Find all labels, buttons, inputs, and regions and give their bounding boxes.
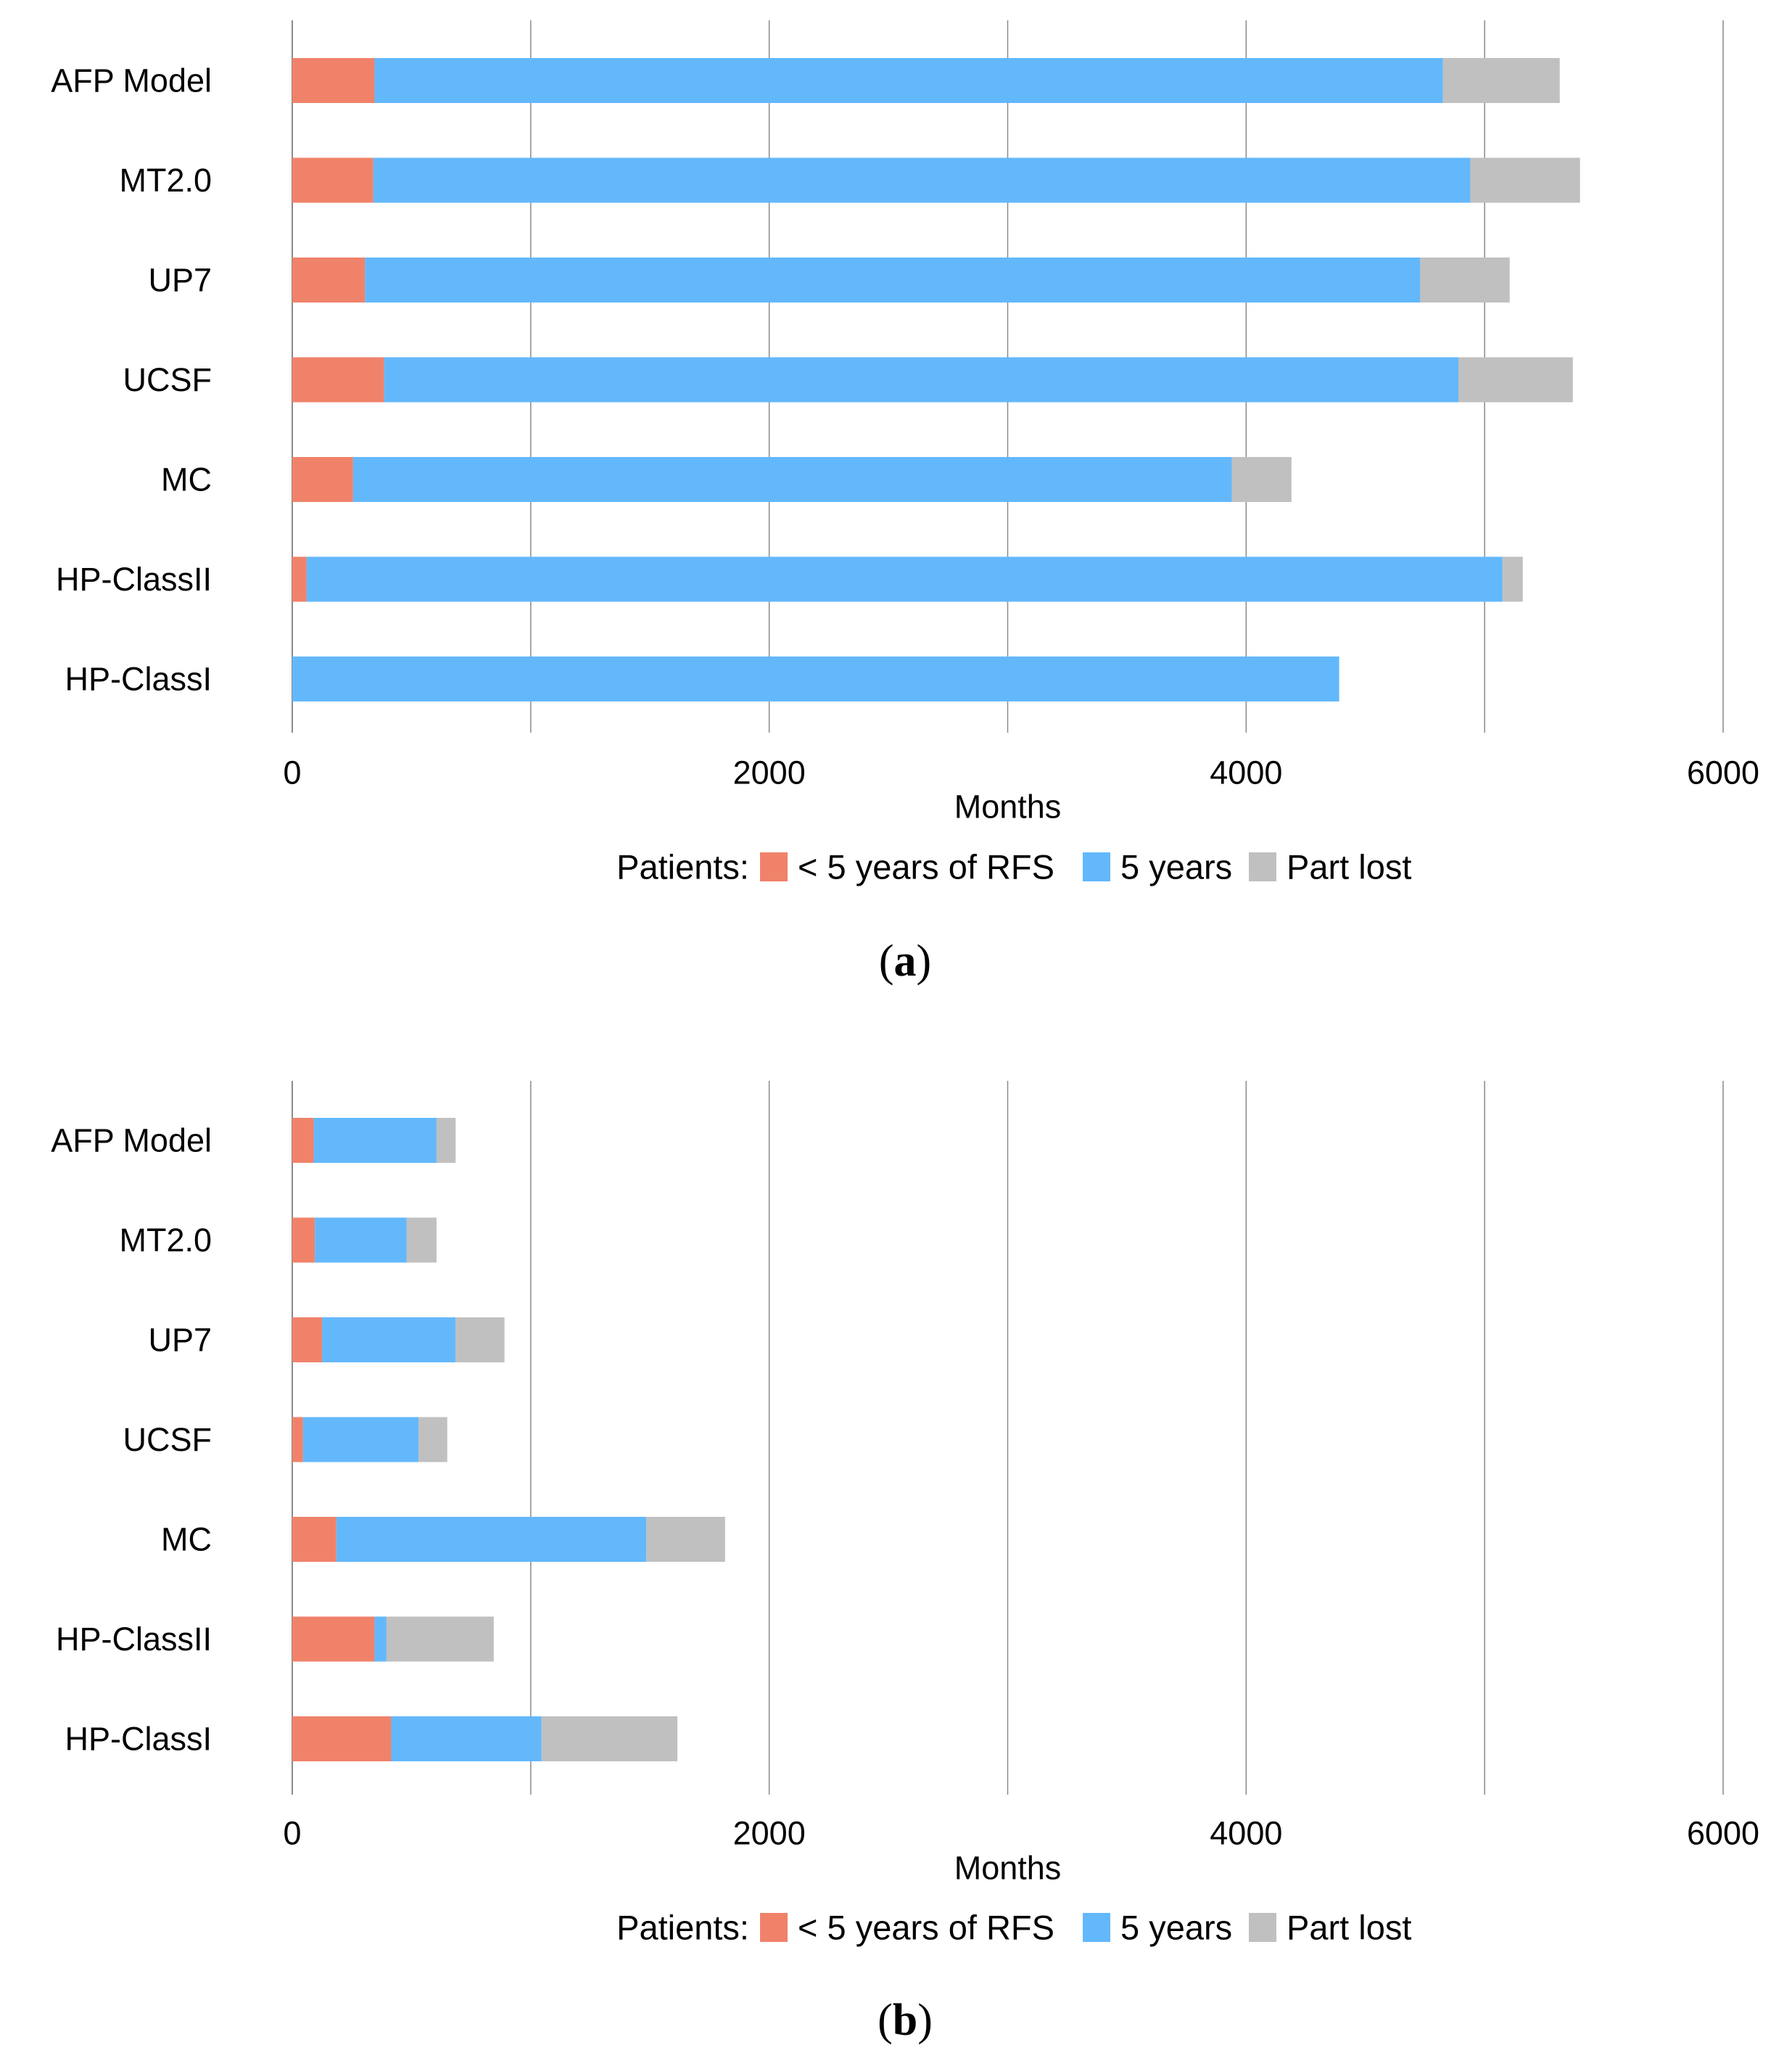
category-label: AFP Model <box>51 62 212 99</box>
bar-segment <box>292 1217 315 1263</box>
legend-label: Part lost <box>1287 848 1411 886</box>
bar-segment <box>1470 157 1580 203</box>
bar-segment <box>406 1217 437 1263</box>
bar-segment <box>1502 556 1523 602</box>
legend-swatch <box>760 852 788 881</box>
category-label: MC <box>161 461 212 498</box>
bar-segment <box>292 1616 375 1662</box>
bar-segment <box>352 457 1232 502</box>
bar-segment <box>292 1317 323 1362</box>
bar-segment <box>541 1716 678 1761</box>
legend-label: 5 years <box>1120 848 1232 886</box>
bar-segment <box>1442 58 1560 103</box>
tick-label: 4000 <box>1210 1815 1282 1852</box>
category-label: MC <box>161 1521 212 1558</box>
x-axis-title: Months <box>954 1850 1062 1887</box>
tick-label: 6000 <box>1687 754 1759 791</box>
category-label: HP-ClassII <box>56 1621 212 1658</box>
legend-swatch <box>1249 852 1276 881</box>
category-label: HP-ClassI <box>65 1721 212 1758</box>
panel-label: (b) <box>878 1996 933 2045</box>
bar-segment <box>646 1517 725 1562</box>
category-label: UCSF <box>123 361 212 398</box>
bar-segment <box>1458 357 1573 403</box>
panel-label: (a) <box>879 937 931 986</box>
bar-segment <box>374 58 1443 103</box>
category-label: MT2.0 <box>119 1222 212 1259</box>
tick-label: 0 <box>283 1815 301 1852</box>
legend-swatch <box>1083 852 1110 881</box>
category-label: HP-ClassI <box>65 661 212 698</box>
bar-segment <box>1420 258 1510 302</box>
bar-segment <box>313 1118 437 1163</box>
bar-segment <box>292 157 373 203</box>
bar-segment <box>292 258 366 302</box>
bar-segment <box>292 656 1339 701</box>
bar-segment <box>292 1417 303 1462</box>
panel-a: AFP Model MT2.0 UP7 UCSF MC HP-ClassII HP-Clas… <box>51 20 1759 986</box>
bar-segment <box>418 1417 447 1462</box>
bar-segment <box>436 1118 456 1163</box>
category-label: UP7 <box>148 262 212 299</box>
bar-segment <box>292 357 384 403</box>
bar-segment <box>302 1417 419 1462</box>
bar-segment <box>292 1517 336 1562</box>
category-label: HP-ClassII <box>56 561 212 598</box>
bar-segment <box>292 457 353 502</box>
bar-segment <box>306 556 1503 602</box>
bar-segment <box>365 258 1421 302</box>
bar-segment <box>374 1616 387 1662</box>
legend-title: Patients: <box>616 1909 749 1947</box>
legend-swatch <box>1249 1913 1276 1942</box>
legend-swatch <box>1083 1913 1110 1942</box>
tick-label: 6000 <box>1687 1815 1759 1852</box>
tick-label: 0 <box>283 754 301 791</box>
legend: Patients: < 5 years of RFS 5 years Part los… <box>616 1909 1411 1947</box>
tick-label: 2000 <box>733 1815 806 1852</box>
legend-title: Patients: <box>616 848 749 886</box>
x-axis-title: Months <box>954 789 1062 826</box>
tick-label: 2000 <box>733 754 806 791</box>
bar-segment <box>386 1616 494 1662</box>
legend: Patients: < 5 years of RFS 5 years Part los… <box>616 848 1411 886</box>
legend-swatch <box>760 1913 788 1942</box>
category-label: AFP Model <box>51 1122 212 1159</box>
bar-segment <box>292 1716 392 1761</box>
bar-segment <box>322 1317 456 1362</box>
bar-segment <box>455 1317 505 1362</box>
category-label: MT2.0 <box>119 162 212 199</box>
bar-segment <box>336 1517 647 1562</box>
category-label: UCSF <box>123 1421 212 1458</box>
category-label: UP7 <box>148 1322 212 1359</box>
legend-label: < 5 years of RFS <box>798 848 1054 886</box>
bar-segment <box>1231 457 1292 502</box>
panel-b: AFP Model MT2.0 UP7 UCSF MC HP-ClassII HP-Clas… <box>51 1081 1759 2045</box>
bar-segment <box>292 1118 314 1163</box>
bar-segment <box>315 1217 407 1263</box>
legend-label: Part lost <box>1287 1909 1411 1947</box>
bar-segment <box>391 1716 542 1761</box>
legend-label: 5 years <box>1120 1909 1232 1947</box>
bar-segment <box>292 58 375 103</box>
bar-segment <box>384 357 1458 403</box>
legend-label: < 5 years of RFS <box>798 1909 1054 1947</box>
bar-segment <box>373 157 1471 203</box>
tick-label: 4000 <box>1210 754 1282 791</box>
bar-segment <box>292 556 307 602</box>
